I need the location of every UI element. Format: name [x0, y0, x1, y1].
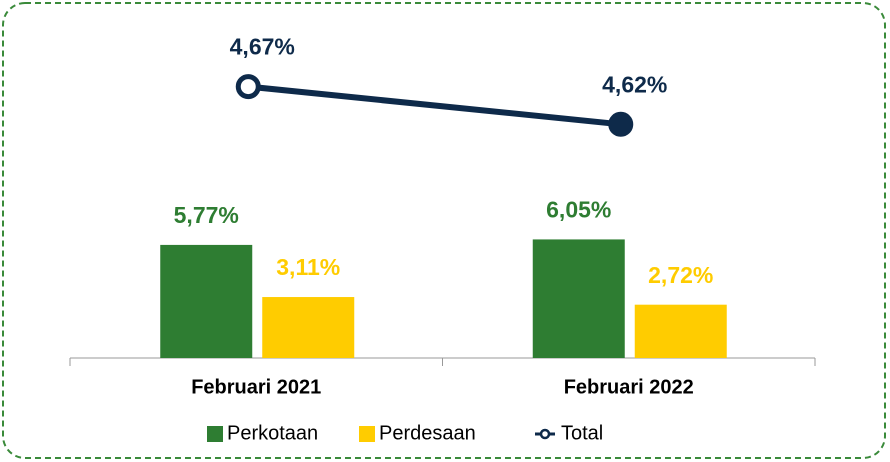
legend-marker [539, 428, 551, 440]
x-tick-label: Februari 2022 [564, 376, 694, 398]
line [247, 83, 622, 128]
data-label: 3,11% [276, 254, 340, 280]
legend-swatch [359, 426, 375, 442]
data-label: 5,77% [174, 202, 239, 228]
line-point [235, 74, 261, 100]
bar [634, 304, 727, 358]
legend-label: Total [561, 422, 603, 444]
data-label: 6,05% [546, 196, 611, 222]
x-tick-label: Februari 2021 [191, 376, 321, 398]
bar [532, 239, 625, 358]
legend-swatch [207, 426, 223, 442]
legend-label: Perkotaan [227, 422, 318, 444]
legend-label: Perdesaan [379, 422, 476, 444]
bar [160, 244, 253, 358]
line-point [608, 111, 634, 137]
data-label: 2,72% [648, 262, 713, 288]
data-label: 4,67% [230, 34, 295, 60]
data-label: 4,62% [602, 71, 667, 97]
bar [262, 297, 355, 358]
